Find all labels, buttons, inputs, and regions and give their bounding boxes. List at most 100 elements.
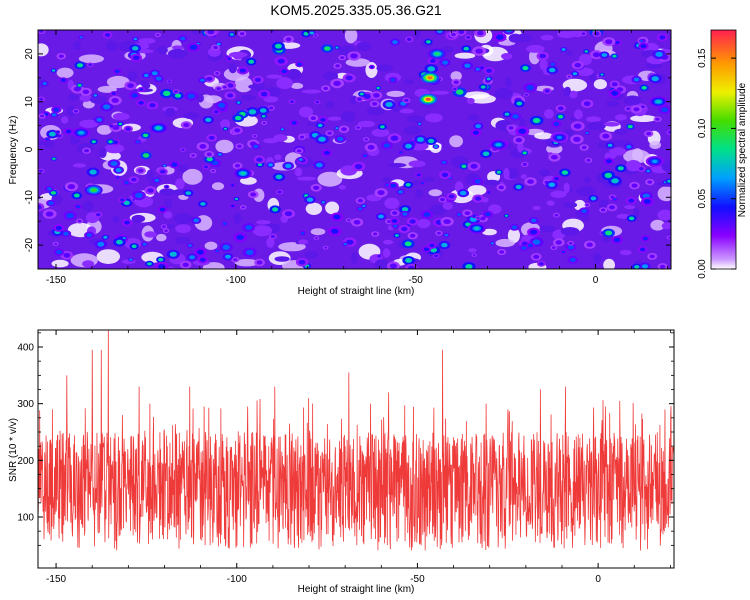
heatmap-blob — [257, 106, 270, 115]
heatmap-xtick-label: 0 — [593, 275, 599, 286]
heatmap-blob — [364, 142, 378, 152]
heatmap-blob-core — [260, 91, 268, 97]
heatmap-blob — [78, 35, 85, 40]
heatmap-blob-core — [555, 240, 562, 245]
heatmap-blob-core — [651, 76, 659, 82]
heatmap-blob — [647, 252, 658, 260]
heatmap-blob — [225, 56, 233, 61]
heatmap-blob-core — [532, 239, 541, 245]
colorbar-ticks: 0.00 0.05 0.10 0.15 — [697, 48, 736, 279]
heatmap-blob — [242, 247, 257, 258]
heatmap-low-cell — [386, 90, 406, 97]
heatmap-cell — [104, 143, 125, 154]
heatmap-blob — [455, 212, 463, 217]
heatmap-cell — [494, 87, 513, 100]
heatmap-blob-core — [187, 93, 195, 99]
heatmap-blob-core — [115, 168, 122, 173]
heatmap-blob-core — [551, 246, 556, 249]
heatmap-blob — [406, 217, 419, 226]
heatmap-blob — [106, 138, 115, 145]
heatmap-blob-core — [231, 184, 235, 187]
heatmap-cell — [586, 121, 606, 131]
heatmap-blob-core — [634, 265, 640, 269]
heatmap-blob — [228, 31, 236, 38]
heatmap-blob-core — [350, 53, 358, 59]
heatmap-blob — [189, 153, 197, 158]
heatmap-blob-core — [337, 136, 344, 142]
heatmap-blob-core — [216, 42, 221, 46]
heatmap-cell — [276, 77, 293, 90]
heatmap-blob-core — [642, 236, 649, 241]
heatmap-blob-core — [236, 234, 244, 240]
heatmap-cell — [563, 88, 571, 97]
heatmap-blob — [515, 126, 530, 137]
heatmap-blob-core — [155, 76, 162, 81]
heatmap-cell — [507, 168, 519, 180]
heatmap-cell — [349, 95, 358, 104]
heatmap-cell — [576, 186, 597, 197]
heatmap-blob — [523, 82, 538, 93]
heatmap-blob-core — [82, 89, 90, 95]
heatmap-cell — [408, 160, 426, 168]
heatmap-blob-core — [132, 46, 139, 51]
heatmap-blob — [425, 137, 437, 145]
heatmap-blob-core — [88, 63, 92, 67]
heatmap-cell — [38, 140, 47, 146]
heatmap-cell — [357, 120, 375, 128]
heatmap-blob-core — [222, 244, 230, 250]
heatmap-blob-core — [207, 30, 215, 35]
heatmap-blob-core — [522, 162, 527, 166]
heatmap-blob-core — [139, 88, 144, 91]
heatmap-blob — [281, 209, 296, 219]
heatmap-blob-core — [341, 127, 347, 132]
heatmap-blob — [229, 183, 236, 188]
heatmap-blob — [549, 61, 557, 67]
heatmap-blob — [475, 215, 481, 220]
heatmap-blob-core — [504, 112, 510, 116]
heatmap-blob — [321, 85, 331, 92]
heatmap-blob — [457, 189, 470, 198]
heatmap-blob-core — [218, 102, 226, 108]
heatmap-blob-core — [453, 80, 459, 85]
heatmap-cell — [384, 197, 400, 209]
heatmap-blob-core — [398, 190, 403, 194]
heatmap-blob-core — [639, 247, 646, 252]
heatmap-blob — [391, 223, 400, 229]
heatmap-blob-core — [544, 89, 550, 93]
heatmap-blob-core — [427, 66, 436, 72]
heatmap-blob — [295, 147, 304, 154]
heatmap-peak-layer — [155, 126, 162, 130]
heatmap-blob-core — [643, 199, 651, 204]
heatmap-blob-core — [453, 87, 457, 91]
heatmap-blob-core — [89, 169, 97, 175]
heatmap-blob — [51, 106, 62, 114]
heatmap-blob — [317, 116, 329, 124]
heatmap-blob-core — [436, 231, 441, 235]
heatmap-blob — [156, 256, 166, 264]
heatmap-blob-core — [505, 30, 513, 33]
heatmap-blob-core — [633, 107, 640, 112]
heatmap-cell — [588, 72, 597, 82]
heatmap-blob — [237, 66, 249, 75]
heatmap-blob-core — [132, 198, 136, 201]
heatmap-blob-core — [429, 243, 435, 248]
heatmap-low-cell — [603, 258, 615, 269]
heatmap-blob-core — [268, 163, 273, 167]
heatmap-blob-core — [486, 77, 491, 81]
heatmap-cell — [503, 168, 510, 180]
heatmap-blob — [640, 235, 651, 242]
heatmap-blob-core — [327, 131, 332, 135]
heatmap-blob-core — [324, 46, 331, 51]
heatmap-blob-core — [434, 254, 439, 258]
heatmap-blob-core — [309, 31, 314, 35]
heatmap-blob — [462, 262, 476, 269]
heatmap-blob-core — [416, 173, 421, 177]
heatmap-cell — [586, 116, 601, 123]
heatmap-blob — [110, 91, 118, 96]
heatmap-blob — [560, 47, 568, 52]
heatmap-cell — [196, 93, 204, 103]
heatmap-peak — [421, 72, 439, 84]
heatmap-cell — [442, 202, 453, 210]
heatmap-blob-core — [557, 106, 564, 111]
heatmap-blob — [86, 167, 100, 177]
